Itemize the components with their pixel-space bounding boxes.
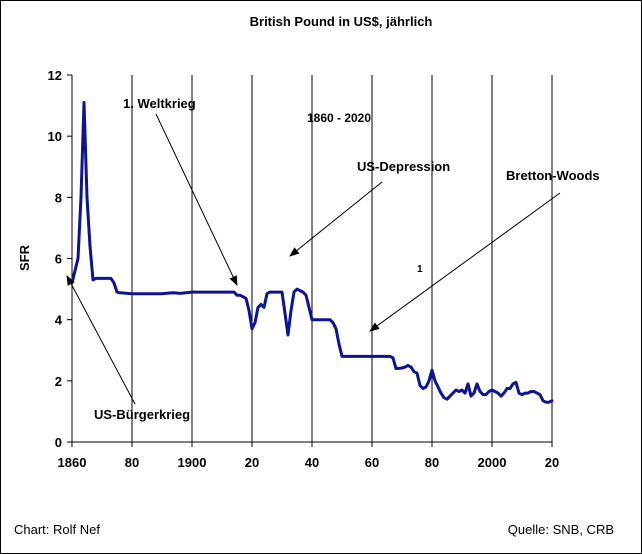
footer-credit: Chart: Rolf Nef [14,522,100,537]
chart-title: British Pound in US$, jährlich [250,14,433,29]
y-axis-label: SFR [17,244,32,271]
arrow-depression [289,181,383,257]
annotations: 1. Weltkrieg US-Depression Bretton-Woods… [66,96,600,422]
y-tick-label: 0 [55,435,62,450]
y-tick-label: 4 [55,313,63,328]
x-tick-label: 80 [425,455,439,470]
grid-lines [131,75,553,442]
annotation-weltkrieg: 1. Weltkrieg [123,96,196,111]
x-tick-label: 40 [305,455,319,470]
y-tick-label: 12 [48,68,62,83]
annotation-bretton-woods: Bretton-Woods [506,168,600,183]
arrow-weltkrieg [155,113,238,286]
footer-source: Quelle: SNB, CRB [508,522,614,537]
annotation-depression: US-Depression [357,159,450,174]
x-tick-label: 1860 [58,455,87,470]
x-tick-label: 80 [125,455,139,470]
chart-subtitle: 1860 - 2020 [307,111,371,125]
series-line-1 [70,101,554,404]
arrow-bretton-woods [369,192,561,332]
series-layer [70,101,554,404]
y-tick-label: 8 [55,190,62,205]
tick-labels: 1860 80 1900 20 40 60 80 2000 20 0 2 4 6 8 10 12 [48,68,560,470]
x-tick-label: 20 [545,455,559,470]
x-tick-label: 1900 [178,455,207,470]
axes [67,74,553,447]
y-tick-label: 10 [48,129,62,144]
x-tick-label: 2000 [478,455,507,470]
x-tick-label: 20 [245,455,259,470]
annotation-buergerkrieg: US-Bürgerkrieg [94,407,190,422]
annotation-footnote-1: 1 [417,264,423,275]
x-tick-label: 60 [365,455,379,470]
arrow-buergerkrieg [66,275,136,405]
y-tick-label: 6 [55,252,62,267]
y-tick-label: 2 [55,374,62,389]
